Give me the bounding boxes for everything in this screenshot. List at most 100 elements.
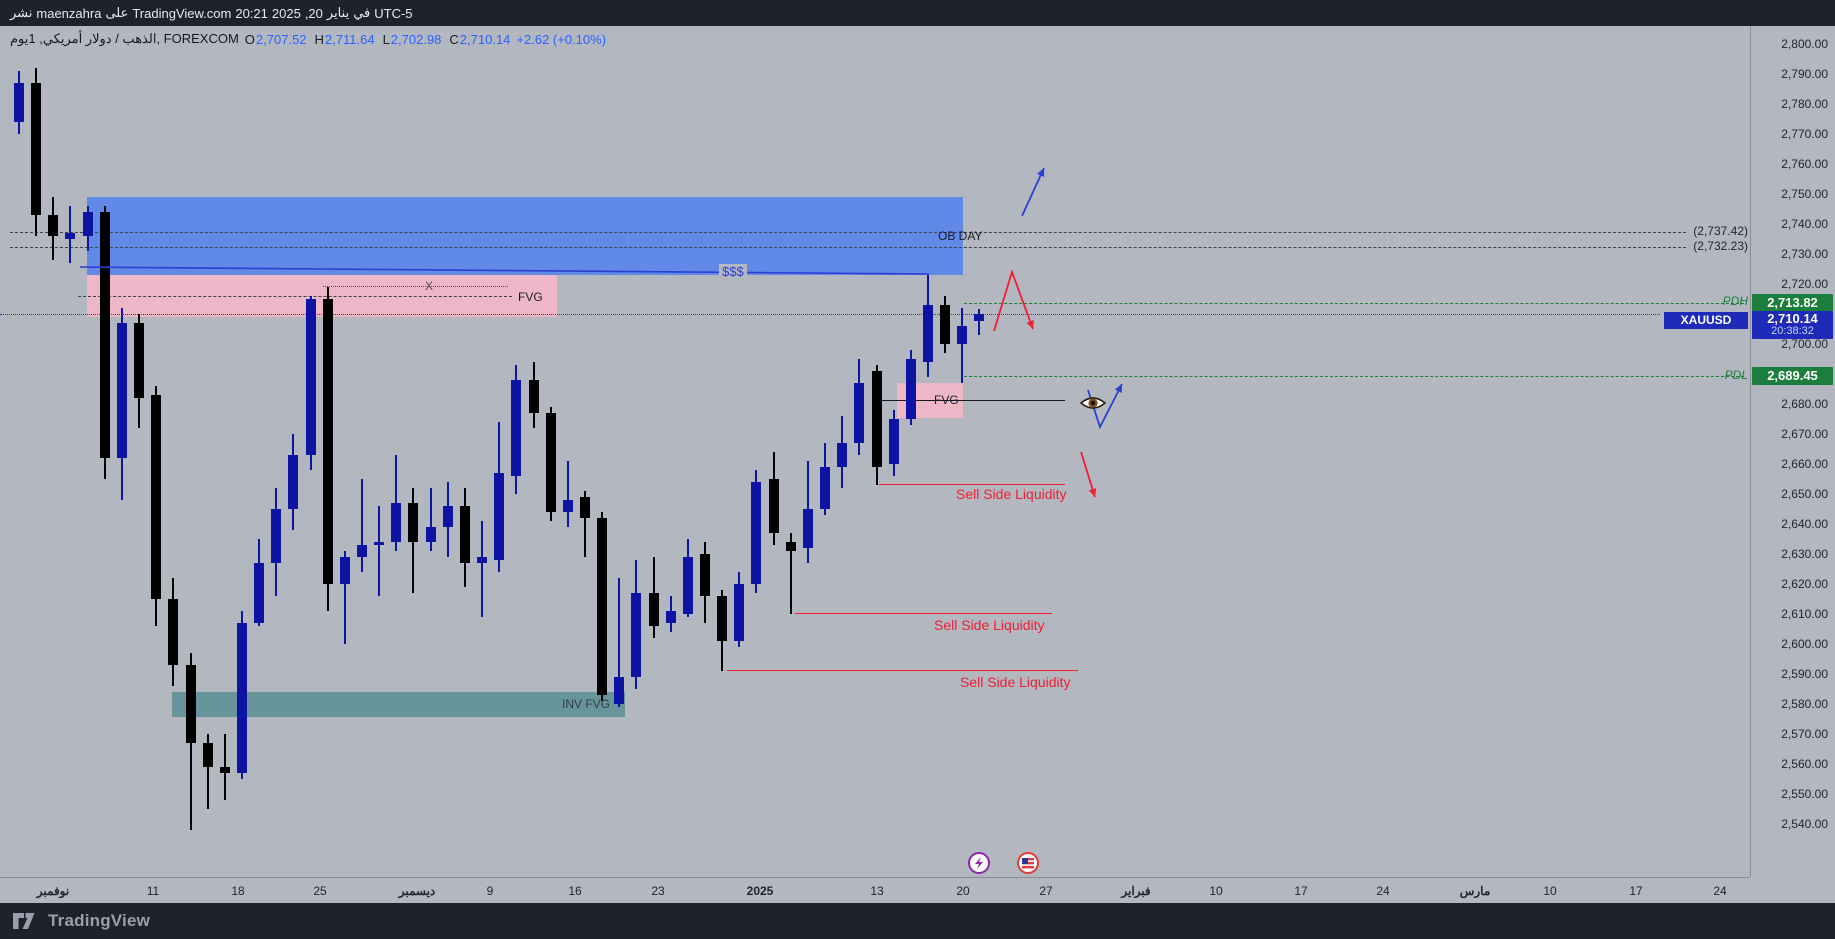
publish-info-token: 2025 (271, 5, 301, 21)
time-axis[interactable]: نوفمبر 11 18 25 ديسمبر 9 16 23 2025 13 20 27 فبراير 1… (0, 877, 1750, 904)
pdh-level (964, 302, 1744, 304)
time-tick: 11 (146, 884, 160, 898)
fvg-right-level-label: FVG (934, 393, 959, 407)
candle-body (48, 215, 59, 236)
price-tick: 2,700.00 (1781, 337, 1828, 351)
sell-side-liquidity-1-line (879, 484, 1065, 485)
candle-wick (618, 578, 621, 707)
candle-body (374, 542, 385, 545)
sell-side-liquidity-3-label: Sell Side Liquidity (960, 674, 1071, 690)
candle-body (288, 455, 299, 509)
candle-body (442, 506, 453, 527)
publish-info-bar: نشر maenzahra على TradingView.com 20:21 2025,… (0, 0, 1835, 26)
price-tick: 2,720.00 (1781, 277, 1828, 291)
candle-wick (566, 461, 569, 527)
time-tick: 24 (1376, 884, 1390, 898)
price-tick: 2,580.00 (1781, 697, 1828, 711)
candle-wick (361, 479, 363, 572)
price-tick: 2,660.00 (1781, 457, 1828, 471)
time-tick: 10 (1543, 884, 1557, 898)
candle-body (185, 665, 196, 743)
time-tick: 27 (1039, 884, 1053, 898)
price-tick: 2,780.00 (1781, 97, 1828, 111)
time-tick: 25 (313, 884, 327, 898)
candle-body (905, 359, 916, 419)
order-block-day-zone (87, 197, 963, 275)
publish-info-token: على (105, 5, 129, 20)
footer-bar: TradingView (0, 903, 1835, 939)
x-swing-level (323, 286, 508, 288)
price-tick: 2,600.00 (1781, 637, 1828, 651)
candle-wick (789, 533, 792, 614)
price-tick: 2,570.00 (1781, 727, 1828, 741)
candle-body (494, 473, 505, 560)
candle-body (82, 212, 93, 236)
level-2737 (10, 231, 1686, 233)
candle-body (357, 545, 367, 557)
publish-info-token: UTC-5 (374, 5, 413, 21)
tradingview-brand-text[interactable]: TradingView (48, 911, 151, 930)
candle-body (922, 305, 933, 362)
time-tick: نوفمبر (36, 884, 70, 898)
candle-wick (206, 734, 209, 809)
tradingview-logo-icon[interactable] (13, 913, 39, 929)
candle-body (511, 380, 522, 476)
candle-body (65, 233, 76, 239)
candle-body (151, 395, 162, 599)
candle-body (116, 323, 127, 458)
symbol-title[interactable]: الذهب / دولار أمريكي, 1يوم, FOREXCOM (10, 31, 239, 46)
candle-body (459, 506, 470, 563)
price-tick: 2,590.00 (1781, 667, 1828, 681)
candle-wick (961, 308, 964, 383)
candle-wick (378, 506, 381, 596)
candle-wick (583, 491, 586, 557)
level-2732-price-label: (2,732.23) (1693, 239, 1748, 254)
time-tick: 17 (1294, 884, 1308, 898)
ohlc-C: C 2,710.14 (449, 31, 511, 47)
candle-body (700, 554, 710, 596)
candle-body (271, 509, 282, 563)
fvg-left-level-label: FVG (518, 290, 543, 304)
ohlc-O: O 2,707.52 (244, 31, 307, 47)
countdown-timer: 20:38:32 (1771, 324, 1814, 337)
time-tick: 10 (1209, 884, 1223, 898)
candle-body (579, 497, 590, 518)
publisher-username[interactable]: maenzahra (36, 5, 102, 21)
time-tick: 13 (870, 884, 884, 898)
price-tick: 2,550.00 (1781, 787, 1828, 801)
candle-body (820, 467, 831, 509)
pdh-price-box: 2,713.82 (1752, 293, 1833, 312)
candle-body (802, 509, 813, 548)
sell-side-liquidity-2-label: Sell Side Liquidity (934, 617, 1045, 633)
candle-body (562, 500, 573, 512)
money-label: $$$ (719, 264, 747, 279)
level-2732 (10, 247, 1686, 249)
time-tick: مارس (1459, 884, 1491, 898)
publish-info-token: 20:21 (235, 5, 268, 21)
symbol-legend[interactable]: الذهب / دولار أمريكي, 1يوم, FOREXCOM O 2,… (10, 30, 606, 48)
candle-body (219, 767, 230, 773)
candle-wick (481, 521, 484, 617)
time-tick: 20 (956, 884, 970, 898)
candle-body (425, 527, 436, 542)
sell-side-liquidity-3-line (727, 670, 1078, 671)
candle-body (682, 557, 693, 614)
publish-info-token: ,20 (304, 5, 323, 21)
time-tick: 18 (231, 884, 245, 898)
candle-body (528, 380, 539, 413)
candle-body (322, 299, 333, 584)
price-tick: 2,680.00 (1781, 397, 1828, 411)
price-tick: 2,730.00 (1781, 247, 1828, 261)
candle-body (236, 623, 247, 773)
price-tick: 2,650.00 (1781, 487, 1828, 501)
candle-body (648, 593, 659, 626)
candle-body (31, 83, 42, 215)
ohlc-H: H 2,711.64 (314, 31, 375, 47)
price-axis[interactable]: 2,800.00 2,790.00 2,780.00 2,770.00 2,760.00… (1750, 26, 1835, 877)
pdl-level (964, 375, 1744, 377)
candle-body (957, 326, 968, 344)
